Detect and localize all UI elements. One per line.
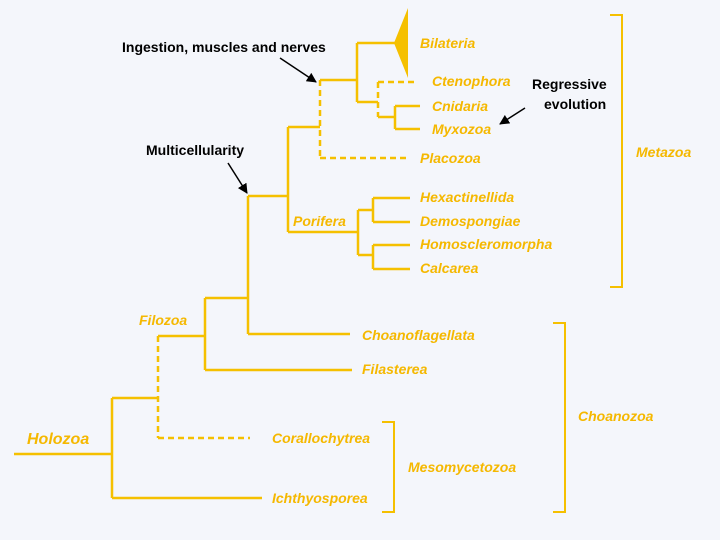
label-ctenophora: Ctenophora [432,73,511,89]
annotation-regressive-line2: evolution [544,96,606,112]
mesomycetozoa-bracket [382,421,395,513]
label-filozoa: Filozoa [139,312,187,328]
label-myxozoa: Myxozoa [432,121,491,137]
annotation-multicellularity: Multicellularity [146,142,244,158]
arrow-ingestion [279,57,317,83]
label-homoscleromorpha: Homoscleromorpha [420,236,552,252]
label-placozoa: Placozoa [420,150,481,166]
label-demospongiae: Demospongiae [420,213,521,229]
annotation-regressive-line1: Regressive [532,76,607,92]
label-corallochytrea: Corallochytrea [272,430,370,446]
label-holozoa: Holozoa [27,431,89,448]
metazoa-bracket [610,14,623,288]
label-porifera: Porifera [293,213,346,229]
label-metazoa: Metazoa [636,144,691,160]
arrow-multicellularity [227,162,248,194]
choanozoa-bracket [553,322,566,513]
label-choanoflagellata: Choanoflagellata [362,327,475,343]
arrow-regressive [499,107,526,125]
bilateria-triangle [394,8,408,78]
label-filasterea: Filasterea [362,361,428,377]
label-choanozoa: Choanozoa [578,408,654,424]
label-mesomycetozoa: Mesomycetozoa [408,459,516,475]
taxon-labels: Bilateria Ctenophora Cnidaria Myxozoa Pl… [272,35,552,506]
label-bilateria: Bilateria [420,35,475,51]
label-cnidaria: Cnidaria [432,98,488,114]
label-hexactinellida: Hexactinellida [420,189,514,205]
label-calcarea: Calcarea [420,260,479,276]
label-ichthyosporea: Ichthyosporea [272,490,368,506]
annotation-ingestion: Ingestion, muscles and nerves [122,39,326,55]
group-brackets [382,14,623,513]
annotation-arrows [227,57,526,194]
tree-branches [14,41,420,500]
